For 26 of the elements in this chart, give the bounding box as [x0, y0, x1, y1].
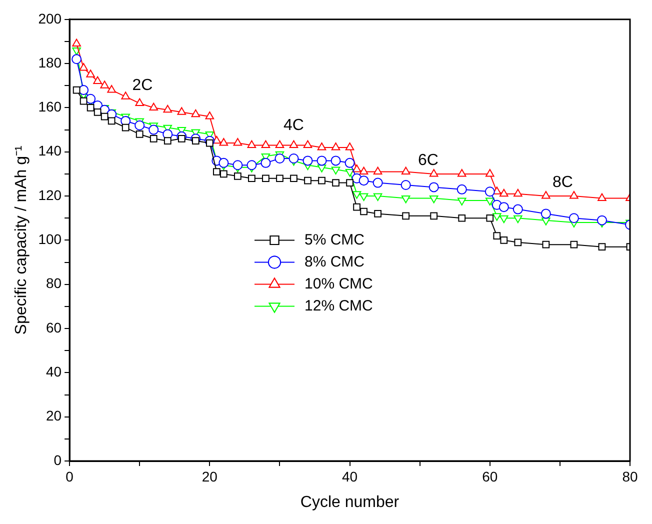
x-axis-title: Cycle number — [300, 494, 400, 511]
y-tick-label: 120 — [38, 186, 62, 203]
y-tick-label: 20 — [46, 408, 62, 424]
legend-label: 10% CMC — [304, 275, 374, 292]
y-tick-label: 40 — [46, 364, 62, 380]
y-tick-label: 200 — [38, 10, 62, 26]
y-tick-label: 100 — [38, 231, 62, 248]
y-tick-label: 140 — [38, 142, 62, 159]
y-tick-label: 80 — [46, 275, 62, 292]
annotation: 4C — [284, 116, 304, 134]
annotation: 2C — [132, 77, 153, 94]
y-axis-title: Specific capacity / mAh g⁻¹ — [13, 146, 30, 335]
x-tick-label: 80 — [622, 468, 638, 484]
legend-label: 12% CMC — [304, 297, 374, 314]
x-tick-label: 40 — [342, 468, 358, 484]
annotation: 8C — [552, 174, 573, 192]
x-tick-label: 0 — [66, 468, 74, 484]
annotation: 6C — [418, 152, 438, 170]
y-tick-label: 160 — [38, 98, 62, 115]
legend-label: 5% CMC — [304, 231, 365, 248]
legend-label: 8% CMC — [304, 253, 365, 270]
y-tick-label: 180 — [38, 54, 62, 70]
y-tick-label: 60 — [46, 319, 62, 336]
x-tick-label: 60 — [482, 468, 498, 484]
y-tick-label: 0 — [54, 452, 62, 468]
x-tick-label: 20 — [202, 468, 218, 484]
